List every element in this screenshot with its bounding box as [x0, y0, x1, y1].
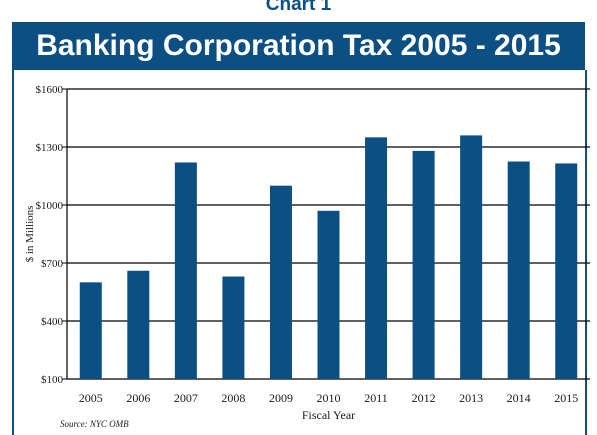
bar-2015	[555, 163, 578, 379]
x-tick-label: 2006	[126, 391, 150, 405]
x-tick-label: 2010	[317, 391, 341, 405]
bar-2007	[174, 162, 197, 379]
y-tick-label: $1300	[36, 142, 64, 154]
bar-2012	[412, 150, 435, 379]
y-tick-label: $400	[41, 316, 64, 328]
bar-2013	[460, 135, 483, 379]
x-tick-label: 2013	[459, 391, 483, 405]
x-tick-label: 2014	[507, 391, 531, 405]
y-tick-label: $1000	[36, 200, 64, 212]
chart-number-label: Chart 1	[265, 0, 332, 15]
x-tick-label: 2015	[554, 391, 578, 405]
x-tick-label: 2011	[364, 391, 388, 405]
y-tick-label: $100	[41, 374, 64, 386]
chart-frame	[12, 70, 587, 435]
chart-title: Banking Corporation Tax 2005 - 2015	[36, 29, 561, 62]
title-banner: Banking Corporation Tax 2005 - 2015	[12, 22, 585, 70]
x-tick-label: 2005	[79, 391, 103, 405]
x-tick-label: 2012	[412, 391, 436, 405]
bar-2009	[269, 185, 292, 379]
x-tick-label: 2009	[269, 391, 293, 405]
x-axis-title: Fiscal Year	[302, 408, 355, 422]
y-tick-label: $1600	[36, 84, 64, 96]
bar-2005	[79, 282, 102, 379]
y-tick-label: $700	[41, 258, 64, 270]
x-tick-label: 2007	[174, 391, 198, 405]
y-axis-title: $ in Millions	[24, 206, 36, 263]
source-note: Source: NYC OMB	[60, 419, 129, 429]
bar-2014	[507, 161, 530, 379]
x-tick-label: 2008	[221, 391, 245, 405]
bar-2008	[222, 276, 245, 379]
bar-2010	[317, 210, 340, 379]
bar-2011	[365, 137, 388, 379]
bar-2006	[127, 270, 150, 379]
